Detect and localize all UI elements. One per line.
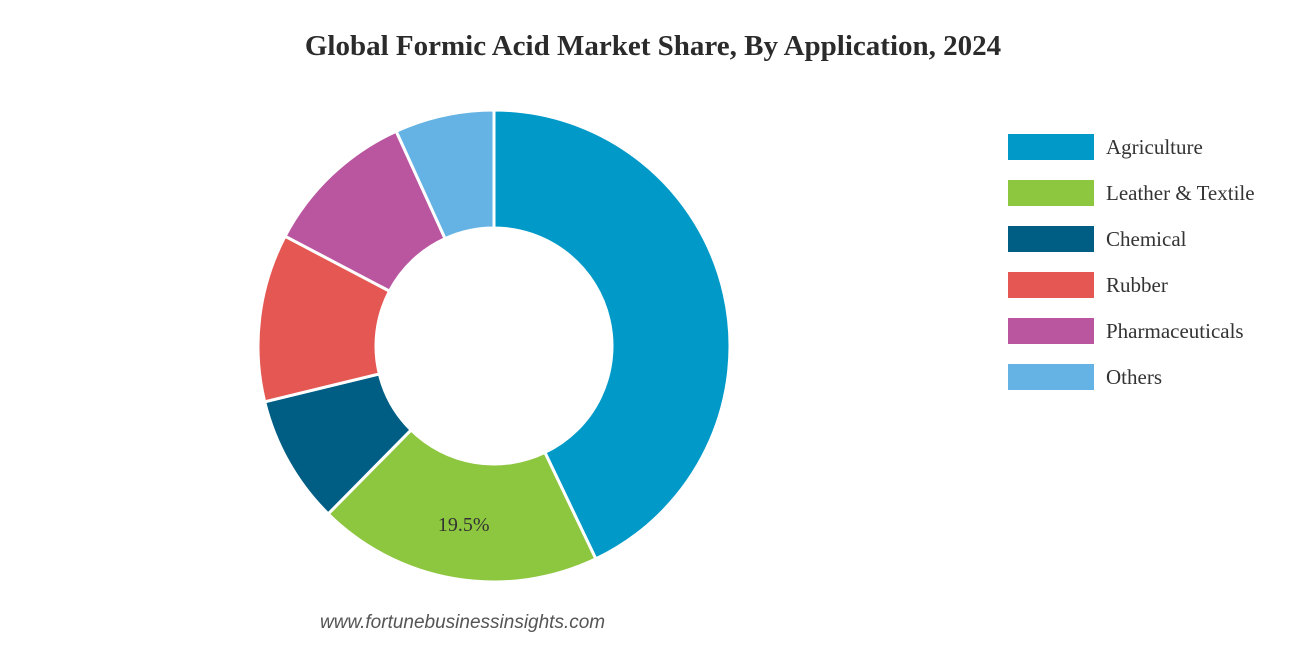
legend-swatch-pharmaceuticals <box>1008 318 1094 344</box>
source-text: www.fortunebusinessinsights.com <box>320 612 606 633</box>
legend: Agriculture Leather & Textile Chemical R… <box>1008 124 1255 400</box>
slice-agriculture[interactable] <box>492 108 732 561</box>
legend-label-rubber: Rubber <box>1106 272 1168 297</box>
legend-item-rubber[interactable]: Rubber <box>1008 262 1255 308</box>
chart-title: Global Formic Acid Market Share, By Appl… <box>304 30 1002 62</box>
legend-item-others[interactable]: Others <box>1008 354 1255 400</box>
legend-swatch-others <box>1008 364 1094 390</box>
legend-item-leather-textile[interactable]: Leather & Textile <box>1008 170 1255 216</box>
legend-swatch-agriculture <box>1008 134 1094 160</box>
legend-swatch-leather-textile <box>1008 180 1094 206</box>
legend-item-chemical[interactable]: Chemical <box>1008 216 1255 262</box>
legend-swatch-chemical <box>1008 226 1094 252</box>
legend-item-pharmaceuticals[interactable]: Pharmaceuticals <box>1008 308 1255 354</box>
legend-label-chemical: Chemical <box>1106 226 1187 251</box>
slice-others[interactable] <box>394 108 496 241</box>
legend-swatch-rubber <box>1008 272 1094 298</box>
legend-label-pharmaceuticals: Pharmaceuticals <box>1106 318 1244 343</box>
slice-leather-textile[interactable] <box>326 427 598 584</box>
legend-label-others: Others <box>1106 364 1162 389</box>
legend-label-leather-textile: Leather & Textile <box>1106 180 1255 205</box>
legend-label-agriculture: Agriculture <box>1106 134 1203 159</box>
legend-item-agriculture[interactable]: Agriculture <box>1008 124 1255 170</box>
data-label-leather-textile: 19.5% <box>438 514 490 536</box>
